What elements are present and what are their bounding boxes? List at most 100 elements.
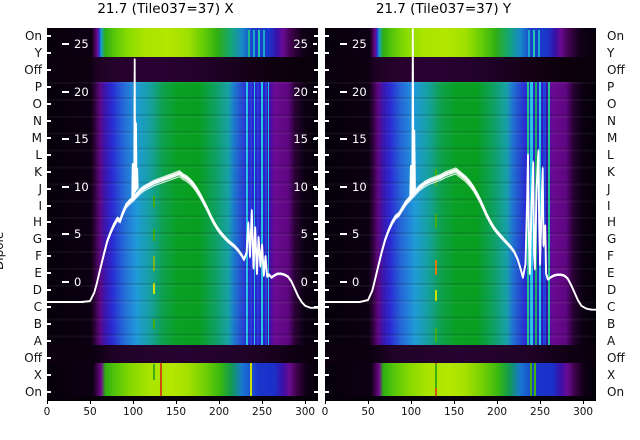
row-tick-left-21 bbox=[325, 390, 329, 393]
db-tick-label-right-20: 20 bbox=[293, 85, 317, 99]
x-tick-mark-200 bbox=[496, 400, 499, 404]
row-tick-left-5 bbox=[47, 120, 51, 122]
dipole-label-left-9: J bbox=[38, 181, 42, 196]
row-tick-right-16 bbox=[314, 306, 318, 308]
db-tick-dash bbox=[313, 233, 317, 236]
db-tick-label-left-25: 25 bbox=[340, 37, 367, 51]
off-row-band-upper bbox=[325, 57, 596, 82]
row-tick-right-12 bbox=[314, 238, 318, 241]
db-tick-label-left-5: 5 bbox=[340, 227, 359, 241]
dipole-label-right-10: I bbox=[607, 198, 611, 213]
marker-dash-2 bbox=[153, 256, 155, 271]
row-tick-left-15 bbox=[47, 289, 51, 292]
db-tick-label-left-0: 0 bbox=[340, 275, 359, 289]
dipole-label-right-5: N bbox=[607, 114, 616, 128]
x-tick-mark-300 bbox=[582, 400, 585, 404]
rfi-stripe-top bbox=[538, 30, 540, 57]
rfi-stripe-main bbox=[543, 82, 546, 345]
row-tick-right-21 bbox=[314, 390, 318, 393]
dipole-spectrum-band bbox=[325, 82, 596, 345]
db-tick-value: 20 bbox=[293, 84, 308, 99]
rfi-stripe-top bbox=[528, 30, 530, 57]
db-tick-value: 15 bbox=[352, 132, 367, 147]
off-row-band-lower bbox=[325, 345, 596, 363]
dipole-label-right-1: Y bbox=[607, 46, 615, 61]
row-tick-right-8 bbox=[314, 170, 318, 173]
x-axis-right: 0 50 100 150 200 250 300 bbox=[322, 400, 596, 422]
x-tick-label-50: 50 bbox=[83, 406, 97, 418]
row-tick-left-19 bbox=[325, 356, 329, 359]
dipole-label-left-7: L bbox=[35, 147, 42, 162]
dipole-label-right-7: L bbox=[607, 147, 614, 162]
db-tick-value: 0 bbox=[300, 275, 308, 289]
dipole-label-right-4: O bbox=[607, 97, 617, 112]
db-tick-dash bbox=[62, 281, 69, 283]
marker-dash-1 bbox=[435, 214, 437, 228]
dipole-label-right-19: Off bbox=[607, 350, 625, 365]
marker-dash-5 bbox=[435, 364, 437, 388]
row-tick-right-20 bbox=[314, 373, 318, 376]
x-tick-mark-0 bbox=[46, 400, 48, 404]
row-tick-left-9 bbox=[47, 187, 51, 190]
row-tick-left-13 bbox=[47, 255, 51, 258]
row-tick-left-13 bbox=[325, 255, 329, 258]
dipole-label-left-0: On bbox=[24, 29, 42, 44]
dipole-label-left-2: Off bbox=[24, 63, 42, 78]
db-tick-dash bbox=[62, 233, 69, 236]
dipole-labels-right: On Y Off P O N M L K J I H G F E D C B A Off X On bbox=[607, 0, 640, 440]
marker-dash-1 bbox=[153, 229, 155, 241]
dipole-labels-left: On Y Off P O N M L K J I H G F E D C B A Off X On bbox=[0, 0, 43, 440]
row-tick-left-19 bbox=[47, 356, 51, 359]
db-tick-label-left-5: 5 bbox=[62, 227, 81, 241]
db-tick-dash bbox=[340, 185, 347, 188]
db-tick-value: 0 bbox=[74, 275, 82, 289]
row-tick-left-6 bbox=[325, 136, 329, 139]
x-tick-label-150: 150 bbox=[166, 406, 187, 418]
dipole-label-left-16: C bbox=[33, 300, 42, 314]
x-tick-mark-250 bbox=[539, 400, 542, 404]
rfi-stripe-top bbox=[253, 30, 255, 57]
marker-dash-3 bbox=[435, 290, 437, 301]
row-tick-right-17 bbox=[314, 322, 318, 325]
dipole-label-right-8: K bbox=[607, 164, 615, 179]
dipole-label-left-6: M bbox=[31, 130, 42, 145]
row-tick-right-14 bbox=[314, 272, 318, 275]
dipole-label-right-12: G bbox=[607, 232, 617, 247]
row-tick-left-16 bbox=[47, 306, 51, 308]
db-tick-value: 25 bbox=[74, 37, 89, 51]
rfi-stripe-top bbox=[263, 30, 265, 57]
db-tick-dash bbox=[340, 281, 347, 283]
db-tick-label-left-10: 10 bbox=[62, 180, 89, 194]
row-tick-left-5 bbox=[325, 120, 329, 122]
heatmap-panel-y: 25 20 15 10 5 0 bbox=[325, 28, 596, 401]
x-tick-mark-150 bbox=[453, 400, 456, 404]
db-tick-label-left-10: 10 bbox=[340, 180, 367, 194]
row-tick-right-2 bbox=[314, 69, 318, 72]
dipole-label-right-13: F bbox=[607, 249, 614, 264]
dipole-label-left-1: Y bbox=[34, 46, 42, 61]
marker-line-bottom bbox=[160, 363, 162, 396]
row-tick-left-14 bbox=[47, 272, 51, 275]
on-row-band-bottom bbox=[47, 363, 318, 396]
db-tick-label-left-20: 20 bbox=[62, 85, 89, 99]
row-tick-left-6 bbox=[47, 136, 51, 139]
x-tick-label-50: 50 bbox=[361, 406, 375, 418]
rfi-stripe-top bbox=[248, 30, 250, 57]
x-tick-mark-0 bbox=[324, 400, 326, 404]
row-tick-right-19 bbox=[314, 356, 318, 359]
dipole-label-right-20: X bbox=[607, 367, 616, 382]
marker-dash-4 bbox=[153, 319, 155, 329]
db-tick-dash bbox=[340, 90, 347, 93]
db-tick-label-right-25: 25 bbox=[293, 37, 317, 51]
dipole-label-right-15: D bbox=[607, 283, 617, 298]
db-tick-dash bbox=[340, 233, 347, 236]
x-tick-mark-50 bbox=[89, 400, 92, 404]
off-row-band-lower bbox=[47, 345, 318, 363]
row-tick-left-8 bbox=[47, 170, 51, 173]
row-tick-right-7 bbox=[314, 153, 318, 156]
row-tick-right-3 bbox=[314, 86, 318, 89]
dipole-label-right-17: B bbox=[607, 316, 616, 331]
rfi-stripe-main bbox=[261, 82, 263, 345]
row-tick-left-3 bbox=[47, 86, 51, 89]
